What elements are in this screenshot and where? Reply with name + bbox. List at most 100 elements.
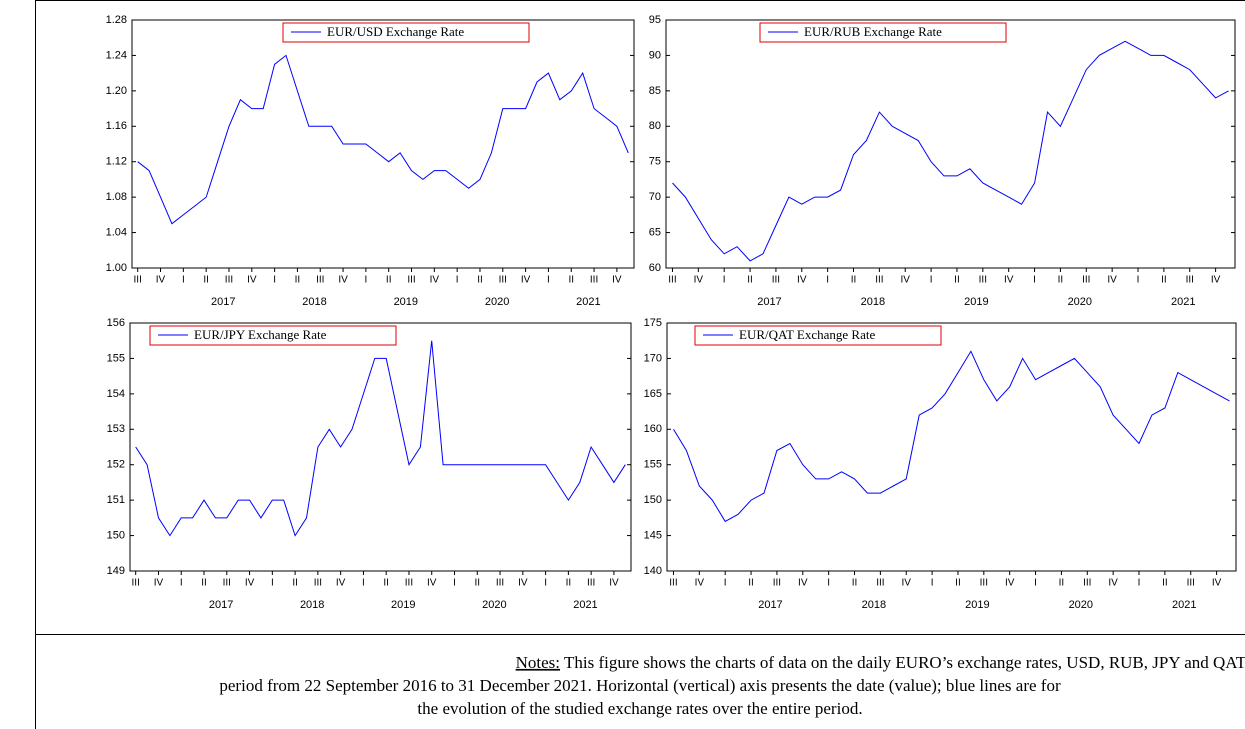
x-tick-label: IV <box>245 578 255 589</box>
y-tick-label: 1.16 <box>106 120 127 132</box>
y-tick-label: 140 <box>644 565 662 577</box>
x-tick-label: I <box>547 275 550 286</box>
x-tick-label: II <box>295 275 301 286</box>
x-tick-label: III <box>316 275 324 286</box>
legend-box <box>282 22 530 43</box>
year-label: 2018 <box>861 296 885 308</box>
y-tick-label: 165 <box>644 388 662 400</box>
x-tick-label: II <box>955 578 961 589</box>
year-label: 2017 <box>758 599 782 611</box>
x-tick-label: III <box>1186 275 1194 286</box>
x-tick-label: III <box>496 578 504 589</box>
y-tick-label: 152 <box>107 459 125 471</box>
year-label: 2021 <box>1171 296 1195 308</box>
year-label: 2019 <box>391 599 415 611</box>
series-line <box>672 40 1229 262</box>
year-label: 2018 <box>302 296 326 308</box>
legend-label: EUR/USD Exchange Rate <box>327 24 464 39</box>
x-tick-label: IV <box>901 275 911 286</box>
x-tick-label: III <box>1083 578 1091 589</box>
y-tick-label: 1.24 <box>106 49 127 61</box>
x-tick-label: II <box>747 275 753 286</box>
x-tick-label: IV <box>521 275 531 286</box>
x-tick-label: I <box>273 275 276 286</box>
x-tick-label: I <box>1033 275 1036 286</box>
year-label: 2019 <box>394 296 418 308</box>
x-tick-label: II <box>477 275 483 286</box>
y-tick-label: 149 <box>107 565 125 577</box>
year-label: 2017 <box>757 296 781 308</box>
x-tick-label: II <box>566 578 572 589</box>
x-tick-label: III <box>1082 275 1090 286</box>
x-tick-label: IV <box>1212 578 1222 589</box>
legend-label: EUR/QAT Exchange Rate <box>739 327 875 342</box>
x-tick-label: III <box>314 578 322 589</box>
x-tick-label: III <box>875 275 883 286</box>
x-tick-label: IV <box>1211 275 1221 286</box>
y-tick-label: 1.08 <box>106 191 127 203</box>
y-tick-label: 90 <box>649 49 661 61</box>
year-label: 2018 <box>862 599 886 611</box>
year-label: 2021 <box>576 296 600 308</box>
x-tick-label: III <box>132 578 140 589</box>
y-tick-label: 151 <box>107 494 125 506</box>
year-label: 2020 <box>1068 296 1092 308</box>
x-tick-label: IV <box>156 275 166 286</box>
y-tick-label: 1.12 <box>106 156 127 168</box>
x-tick-label: III <box>223 578 231 589</box>
year-label: 2017 <box>209 599 233 611</box>
y-tick-label: 145 <box>644 529 662 541</box>
x-tick-label: I <box>930 275 933 286</box>
legend-box <box>149 325 397 346</box>
x-tick-label: IV <box>612 275 622 286</box>
x-tick-label: II <box>851 275 857 286</box>
x-tick-label: II <box>852 578 858 589</box>
x-tick-label: I <box>1137 275 1140 286</box>
x-tick-label: III <box>405 578 413 589</box>
notes-text: This figure shows the charts of data on … <box>564 653 1245 672</box>
x-tick-label: I <box>826 275 829 286</box>
x-tick-label: I <box>544 578 547 589</box>
y-tick-label: 75 <box>649 156 661 168</box>
y-tick-label: 1.20 <box>106 85 127 97</box>
x-tick-label: I <box>827 578 830 589</box>
y-tick-label: 1.04 <box>106 226 127 238</box>
year-label: 2017 <box>211 296 235 308</box>
x-tick-label: II <box>292 578 298 589</box>
plot-frame <box>131 19 635 269</box>
year-label: 2020 <box>485 296 509 308</box>
x-tick-label: II <box>201 578 207 589</box>
x-tick-label: II <box>386 275 392 286</box>
y-tick-label: 60 <box>649 262 661 274</box>
x-tick-label: IV <box>902 578 912 589</box>
x-tick-label: I <box>1138 578 1141 589</box>
x-tick-label: I <box>271 578 274 589</box>
y-tick-label: 175 <box>644 317 662 329</box>
x-tick-label: III <box>980 578 988 589</box>
legend-box <box>759 22 1007 43</box>
x-tick-label: IV <box>609 578 619 589</box>
x-tick-label: IV <box>797 275 807 286</box>
y-tick-label: 70 <box>649 191 661 203</box>
notes-text: period from 22 September 2016 to 31 Dece… <box>219 676 1061 695</box>
legend-label: EUR/RUB Exchange Rate <box>804 24 942 39</box>
y-tick-label: 160 <box>644 423 662 435</box>
x-tick-label: II <box>383 578 389 589</box>
y-tick-label: 155 <box>107 352 125 364</box>
y-tick-label: 85 <box>649 85 661 97</box>
y-tick-label: 65 <box>649 226 661 238</box>
x-tick-label: III <box>225 275 233 286</box>
x-tick-label: I <box>453 578 456 589</box>
y-tick-label: 170 <box>644 352 662 364</box>
y-tick-label: 95 <box>649 14 661 26</box>
x-tick-label: I <box>1034 578 1037 589</box>
x-tick-label: III <box>668 275 676 286</box>
x-tick-label: II <box>475 578 481 589</box>
y-tick-label: 150 <box>107 529 125 541</box>
x-tick-label: III <box>499 275 507 286</box>
x-tick-label: I <box>723 275 726 286</box>
year-label: 2020 <box>1069 599 1093 611</box>
x-tick-label: II <box>1059 578 1065 589</box>
x-tick-label: III <box>876 578 884 589</box>
x-tick-label: IV <box>798 578 808 589</box>
